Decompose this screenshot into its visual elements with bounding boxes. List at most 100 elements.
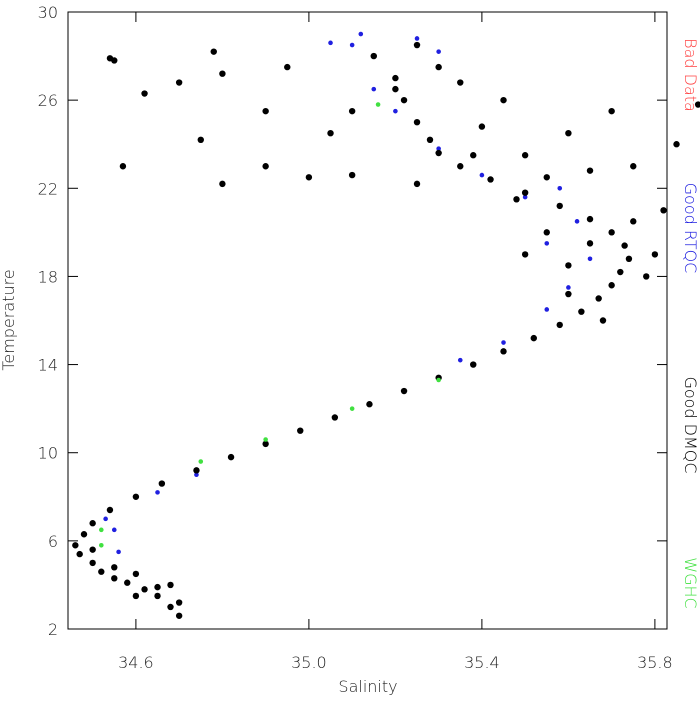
point: [175, 612, 183, 619]
point: [565, 129, 572, 137]
point: [158, 480, 166, 487]
point: [349, 42, 355, 48]
point: [80, 531, 88, 538]
point: [556, 202, 563, 210]
point: [400, 387, 408, 395]
point: [566, 285, 571, 290]
point: [72, 542, 79, 549]
legend-entry: Good DMQC: [681, 376, 700, 473]
legend-entry: WGHC: [681, 557, 700, 608]
point: [522, 194, 528, 200]
point: [470, 152, 477, 159]
point: [132, 592, 140, 600]
point: [608, 282, 615, 289]
point: [349, 406, 355, 411]
legend-entry: Bad Data: [681, 38, 700, 112]
point: [262, 163, 269, 170]
point: [487, 176, 494, 183]
point: [371, 86, 377, 92]
point: [435, 149, 442, 157]
point: [544, 241, 550, 246]
point: [98, 568, 105, 575]
point: [586, 215, 594, 223]
point: [414, 36, 420, 41]
point: [630, 163, 637, 170]
point: [89, 559, 96, 567]
point: [106, 506, 114, 514]
x-tick-label: 35.0: [291, 653, 327, 672]
point: [643, 273, 650, 280]
y-tick-label: 6: [48, 532, 58, 551]
point: [625, 255, 633, 262]
point: [111, 564, 118, 571]
point: [154, 583, 161, 591]
point: [521, 189, 529, 196]
point: [470, 361, 477, 368]
y-tick-label: 30: [38, 3, 58, 22]
point: [366, 401, 373, 408]
x-tick-label: 34.6: [118, 653, 154, 672]
point: [400, 96, 408, 104]
point: [586, 167, 594, 174]
point: [197, 136, 204, 144]
point: [393, 108, 398, 114]
y-tick-label: 22: [38, 179, 58, 198]
y-tick-label: 26: [38, 91, 58, 110]
point: [154, 592, 161, 600]
point: [89, 520, 96, 527]
point: [621, 242, 628, 249]
point: [513, 196, 520, 203]
point: [262, 107, 269, 115]
point: [328, 40, 333, 46]
point: [375, 102, 381, 107]
y-tick-label: 2: [48, 620, 58, 639]
point: [119, 163, 127, 170]
point: [263, 437, 268, 442]
point: [457, 163, 464, 170]
y-tick-label: 14: [38, 356, 58, 375]
point: [556, 321, 563, 329]
point: [331, 414, 339, 421]
point: [543, 174, 550, 181]
point: [392, 74, 399, 82]
point: [521, 152, 529, 159]
point: [348, 107, 356, 115]
point: [501, 340, 506, 345]
point: [426, 136, 434, 144]
point: [544, 307, 550, 312]
point: [132, 570, 140, 578]
point: [608, 229, 615, 236]
point: [210, 48, 217, 55]
point: [284, 63, 291, 71]
point: [435, 63, 442, 71]
point: [392, 85, 399, 93]
point: [587, 256, 593, 262]
point: [565, 262, 572, 269]
point: [297, 427, 304, 434]
point: [219, 180, 226, 188]
point: [227, 453, 235, 461]
point: [141, 586, 148, 593]
point: [194, 472, 199, 478]
point: [99, 527, 104, 533]
point: [124, 579, 131, 586]
point: [543, 229, 550, 236]
point: [167, 581, 174, 589]
point: [595, 295, 602, 302]
point: [155, 490, 160, 495]
point: [578, 308, 585, 315]
point: [436, 49, 441, 54]
point: [103, 516, 108, 522]
point: [99, 542, 104, 548]
point: [111, 575, 118, 582]
point: [219, 70, 226, 77]
point: [116, 549, 121, 555]
point: [111, 527, 117, 533]
point: [175, 79, 183, 86]
point: [478, 123, 486, 130]
point: [586, 240, 594, 247]
y-axis-label: Temperature: [0, 269, 18, 370]
point: [673, 141, 680, 148]
point: [413, 118, 421, 126]
